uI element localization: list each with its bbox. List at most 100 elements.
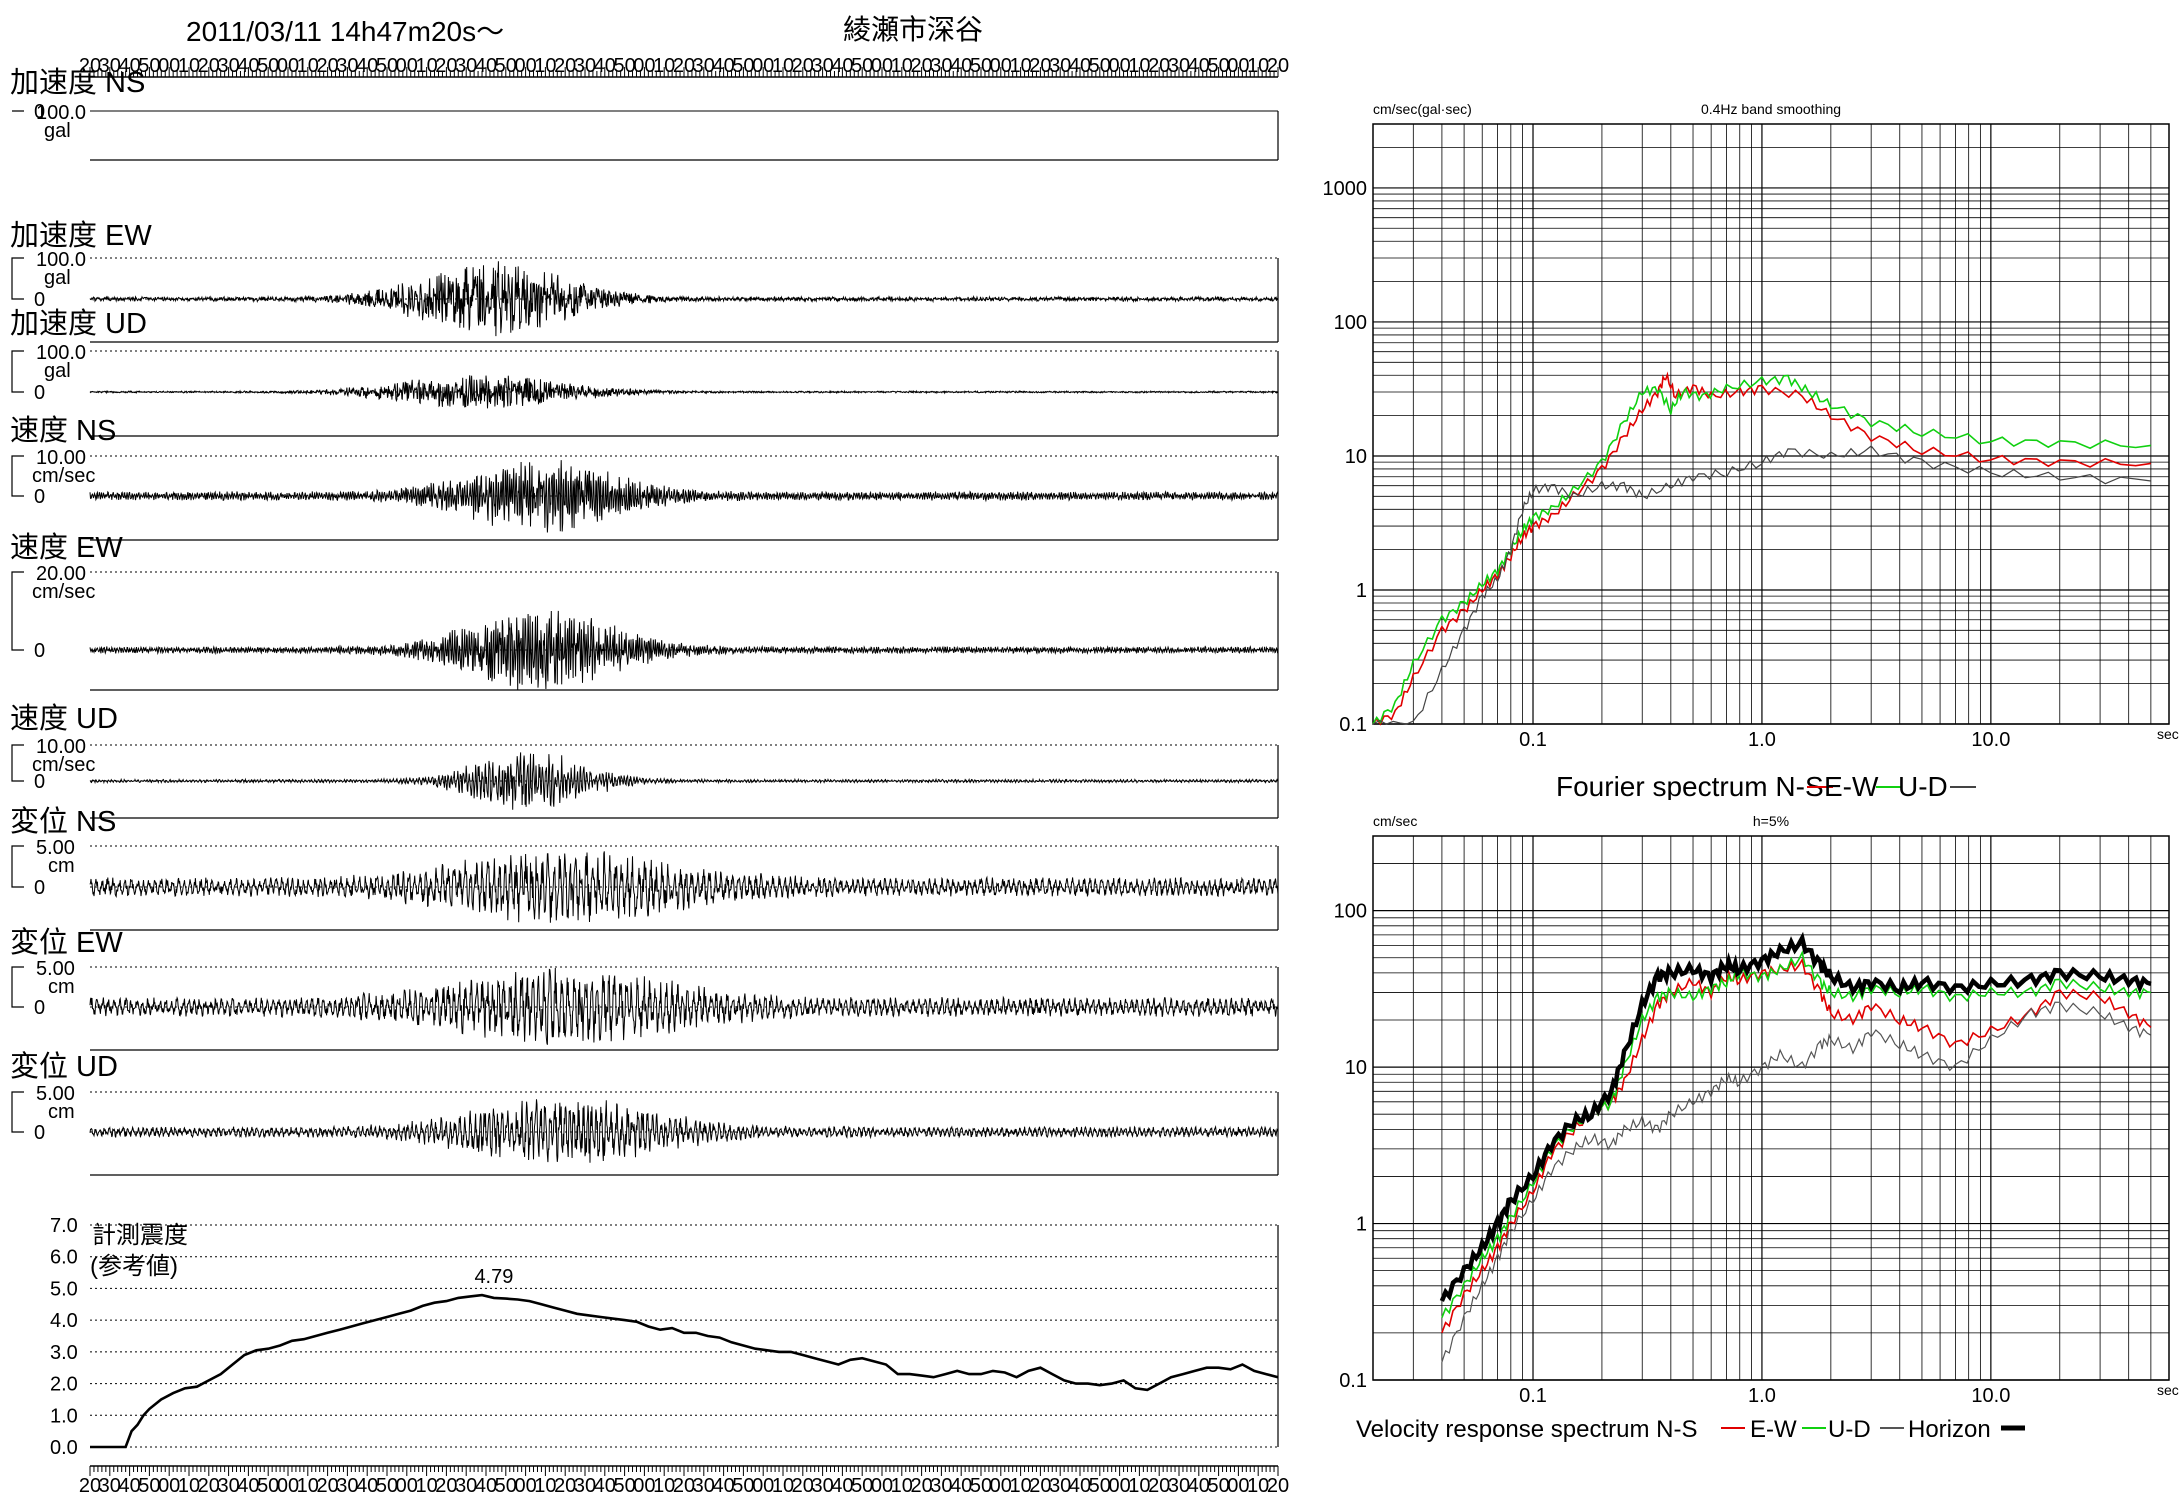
waveform-trace bbox=[89, 752, 1279, 810]
time-tick-label: 00 bbox=[871, 1475, 893, 1497]
chart-subtitle: 0.4Hz band smoothing bbox=[1701, 101, 1841, 117]
waveform-unit: cm/sec bbox=[32, 754, 95, 776]
time-tick-label: 20 bbox=[198, 55, 220, 77]
time-tick-label: 30 bbox=[1049, 55, 1071, 77]
scale-bracket bbox=[11, 845, 24, 888]
time-tick-label: 00 bbox=[1227, 1475, 1249, 1497]
time-tick-label: 00 bbox=[514, 55, 536, 77]
time-tick-label: 50 bbox=[970, 55, 992, 77]
time-tick-label: 40 bbox=[594, 55, 616, 77]
series-e-w bbox=[1441, 950, 2152, 1318]
time-tick-label: 30 bbox=[1168, 1475, 1190, 1497]
time-tick-label: 20 bbox=[1267, 55, 1289, 77]
scale-bracket bbox=[11, 1091, 24, 1133]
chart-title: Fourier spectrum N-S bbox=[1556, 771, 1824, 800]
time-tick-label: 50 bbox=[257, 55, 279, 77]
x-tick-label: 10.0 bbox=[1971, 729, 2010, 751]
y-tick-label: 10 bbox=[1345, 446, 1367, 468]
time-tick-label: 40 bbox=[118, 55, 140, 77]
waveform-zero-label: 0 bbox=[34, 289, 45, 311]
waveform-label: 変位 NS bbox=[10, 805, 116, 838]
chart-title: Velocity response spectrum N-S bbox=[1356, 1416, 1697, 1443]
time-tick-label: 20 bbox=[435, 1475, 457, 1497]
time-tick-label: 20 bbox=[792, 1475, 814, 1497]
time-tick-label: 20 bbox=[1029, 1475, 1051, 1497]
time-tick-label: 20 bbox=[673, 1475, 695, 1497]
station-name: 綾瀬市深谷 bbox=[843, 14, 984, 45]
intensity-y-tick: 5.0 bbox=[50, 1278, 78, 1300]
time-tick-label: 40 bbox=[237, 1475, 259, 1497]
waveform-label: 加速度 UD bbox=[10, 307, 147, 340]
time-tick-label: 20 bbox=[1029, 55, 1051, 77]
intensity-y-tick: 2.0 bbox=[50, 1374, 78, 1396]
time-tick-label: 20 bbox=[792, 55, 814, 77]
y-tick-label: 0.1 bbox=[1339, 1370, 1367, 1392]
time-tick-label: 50 bbox=[851, 55, 873, 77]
waveform-zero-label: 0 bbox=[34, 101, 45, 123]
time-tick-label: 10 bbox=[653, 1475, 675, 1497]
scale-bracket bbox=[11, 257, 24, 300]
waveform-zero-label: 0 bbox=[34, 640, 45, 662]
waveform-trace bbox=[89, 460, 1279, 533]
time-tick-label: 20 bbox=[435, 55, 457, 77]
waveform-unit: cm/sec bbox=[32, 465, 95, 487]
time-tick-label: 00 bbox=[396, 1475, 418, 1497]
time-tick-label: 20 bbox=[316, 55, 338, 77]
waveform-unit: cm/sec bbox=[32, 581, 95, 603]
record-datetime: 2011/03/11 14h47m20s〜 bbox=[186, 16, 505, 47]
time-tick-label: 10 bbox=[1009, 1475, 1031, 1497]
time-tick-label: 00 bbox=[1108, 1475, 1130, 1497]
time-tick-label: 40 bbox=[475, 55, 497, 77]
time-tick-label: 20 bbox=[1148, 1475, 1170, 1497]
time-tick-label: 40 bbox=[475, 1475, 497, 1497]
x-tick-label: 0.1 bbox=[1519, 729, 1547, 751]
plot-frame bbox=[1372, 835, 2170, 1381]
time-tick-label: 30 bbox=[693, 1475, 715, 1497]
waveform-trace bbox=[89, 1099, 1279, 1163]
time-tick-label: 40 bbox=[237, 55, 259, 77]
time-tick-label: 00 bbox=[277, 55, 299, 77]
time-tick-label: 10 bbox=[534, 55, 556, 77]
time-tick-label: 50 bbox=[732, 55, 754, 77]
time-tick-label: 30 bbox=[811, 1475, 833, 1497]
waveform-unit: gal bbox=[44, 360, 71, 382]
time-tick-label: 00 bbox=[633, 1475, 655, 1497]
x-tick-label: 1.0 bbox=[1748, 729, 1776, 751]
scale-bracket bbox=[11, 350, 24, 393]
time-tick-label: 30 bbox=[693, 55, 715, 77]
time-tick-label: 40 bbox=[1188, 1475, 1210, 1497]
time-tick-label: 00 bbox=[633, 55, 655, 77]
fourier-spectrum-chart: 0.1 1.0 10.0 0.1 1 10 100 1000 sec cm/sec(gal·sec… bbox=[1323, 101, 2179, 800]
time-tick-label: 20 bbox=[554, 1475, 576, 1497]
time-tick-label: 20 bbox=[673, 55, 695, 77]
time-tick-label: 00 bbox=[990, 1475, 1012, 1497]
waveform-zero-label: 0 bbox=[34, 877, 45, 899]
time-tick-label: 40 bbox=[1188, 55, 1210, 77]
waveform-scale-value: 20.00 bbox=[36, 563, 86, 585]
time-tick-label: 40 bbox=[712, 1475, 734, 1497]
time-tick-label: 20 bbox=[554, 55, 576, 77]
time-tick-label: 00 bbox=[396, 55, 418, 77]
waveform-scale-value: 5.00 bbox=[36, 837, 75, 859]
scale-bracket bbox=[11, 744, 24, 782]
time-tick-label: 50 bbox=[1207, 1475, 1229, 1497]
legend-label: E-W bbox=[1750, 1416, 1797, 1443]
waveform-label: 変位 UD bbox=[10, 1050, 118, 1083]
time-tick-label: 10 bbox=[1247, 1475, 1269, 1497]
time-tick-label: 50 bbox=[376, 55, 398, 77]
x-tick-label: 1.0 bbox=[1748, 1385, 1776, 1407]
y-tick-label: 1 bbox=[1356, 580, 1367, 602]
time-tick-label: 20 bbox=[198, 1475, 220, 1497]
time-tick-label: 10 bbox=[297, 55, 319, 77]
waveform-scale-value: 100.0 bbox=[36, 102, 86, 124]
time-tick-label: 30 bbox=[336, 1475, 358, 1497]
waveform-unit: cm bbox=[48, 1101, 75, 1123]
time-tick-label: 20 bbox=[910, 55, 932, 77]
time-tick-label: 50 bbox=[970, 1475, 992, 1497]
time-tick-label: 10 bbox=[772, 1475, 794, 1497]
time-tick-label: 00 bbox=[514, 1475, 536, 1497]
time-tick-label: 10 bbox=[891, 55, 913, 77]
time-tick-label: 50 bbox=[495, 55, 517, 77]
waveform-zero-label: 0 bbox=[34, 382, 45, 404]
time-tick-label: 50 bbox=[732, 1475, 754, 1497]
